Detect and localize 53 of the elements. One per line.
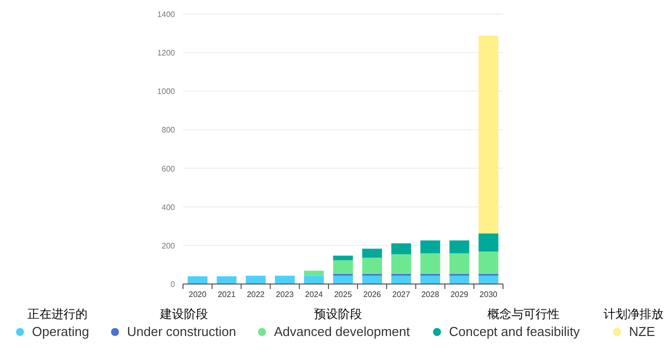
bar bbox=[449, 276, 470, 284]
y-tick-label: 400 bbox=[162, 202, 176, 212]
x-tick-label: 2021 bbox=[218, 290, 236, 299]
bar bbox=[449, 253, 470, 274]
y-tick-label: 800 bbox=[162, 126, 176, 135]
bar bbox=[304, 276, 324, 284]
bar bbox=[391, 276, 412, 284]
x-tick-label: 2026 bbox=[363, 290, 382, 299]
text: 建设阶段 bbox=[160, 307, 208, 321]
text: 预设阶段 bbox=[314, 307, 362, 321]
y-tick-label: 1400 bbox=[157, 10, 176, 19]
bar bbox=[333, 260, 353, 274]
bar bbox=[391, 243, 412, 254]
bar bbox=[478, 233, 498, 252]
x-tick-label: 2023 bbox=[276, 290, 294, 299]
legend-label: Advanced development bbox=[274, 324, 410, 339]
y-tick-label: 1200 bbox=[157, 48, 176, 58]
x-tick-label: 2028 bbox=[421, 290, 440, 299]
legend-label: Operating bbox=[32, 324, 90, 339]
x-tick-label: 2022 bbox=[246, 290, 266, 299]
bar bbox=[188, 276, 208, 284]
x-tick-label: 2025 bbox=[334, 290, 352, 299]
bar bbox=[362, 258, 382, 274]
bar bbox=[478, 276, 498, 284]
bar bbox=[274, 276, 295, 284]
legend-label: Under construction bbox=[127, 324, 236, 339]
bar bbox=[478, 252, 498, 274]
text: 概念与可行性 bbox=[488, 307, 560, 321]
x-tick-label: 2024 bbox=[305, 290, 324, 299]
x-tick-label: 2029 bbox=[450, 290, 469, 299]
bar bbox=[420, 240, 440, 254]
x-tick-label: 2027 bbox=[392, 290, 411, 299]
bar bbox=[333, 276, 353, 284]
x-tick-label: 2020 bbox=[188, 290, 207, 299]
bar bbox=[246, 276, 266, 284]
bar bbox=[362, 248, 382, 258]
y-tick-label: 600 bbox=[162, 164, 176, 174]
bar bbox=[449, 240, 470, 254]
y-tick-label: 1000 bbox=[157, 87, 176, 96]
bar bbox=[304, 270, 324, 276]
text: 计划净排放 bbox=[604, 307, 664, 321]
text: 正在进行的 bbox=[28, 307, 88, 321]
y-tick-label: 200 bbox=[162, 241, 176, 250]
bar bbox=[333, 256, 353, 260]
y-tick-label: 0 bbox=[170, 280, 176, 289]
bar bbox=[216, 276, 237, 284]
legend-label: Concept and feasibility bbox=[449, 324, 580, 339]
bar bbox=[420, 253, 440, 274]
bar bbox=[420, 276, 440, 284]
bar bbox=[391, 254, 412, 274]
legend-label: NZE bbox=[629, 324, 656, 339]
x-tick-label: 2030 bbox=[480, 290, 498, 299]
bar bbox=[362, 276, 382, 284]
